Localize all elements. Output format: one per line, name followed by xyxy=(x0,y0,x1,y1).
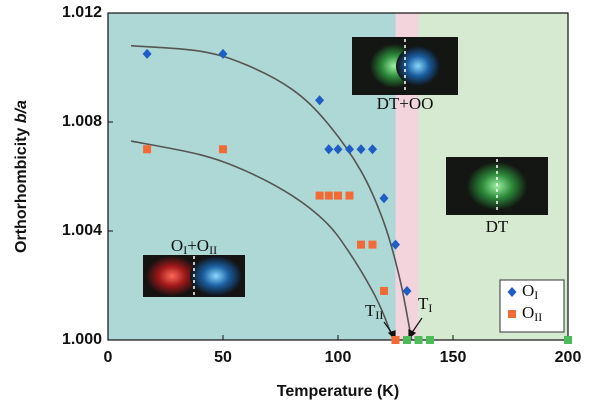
square-marker xyxy=(219,145,227,153)
x-axis-label: Temperature (K) xyxy=(277,383,399,400)
square-marker xyxy=(426,336,434,344)
inset-dt xyxy=(446,157,548,215)
x-tick-label: 150 xyxy=(440,349,467,366)
y-tick-label: 1.000 xyxy=(62,331,102,348)
square-marker xyxy=(143,145,151,153)
square-marker xyxy=(403,336,411,344)
square-marker xyxy=(380,287,388,295)
annotation: DT+OO xyxy=(377,94,434,113)
square-marker xyxy=(415,336,423,344)
y-tick-label: 1.008 xyxy=(62,113,102,130)
square-marker xyxy=(392,336,400,344)
square-marker xyxy=(316,192,324,200)
y-axis-label: Orthorhombicity b/a xyxy=(13,100,30,253)
y-tick-label: 1.012 xyxy=(62,4,102,21)
inset-dt-oo xyxy=(352,37,458,95)
x-tick-label: 100 xyxy=(325,349,352,366)
square-marker xyxy=(334,192,342,200)
y-tick-label: 1.004 xyxy=(62,222,102,239)
square-marker xyxy=(346,192,354,200)
annotation: DT xyxy=(486,217,509,236)
square-marker xyxy=(564,336,572,344)
square-marker xyxy=(357,241,365,249)
chart: 0 50 100 150 200 1.000 1.004 1.008 1.012 Temperat… xyxy=(0,0,602,411)
inset-oi-oii xyxy=(143,255,245,297)
x-tick-label: 0 xyxy=(104,349,113,366)
x-tick-label: 50 xyxy=(214,349,232,366)
square-marker xyxy=(508,310,516,318)
square-marker xyxy=(369,241,377,249)
x-tick-label: 200 xyxy=(555,349,582,366)
square-marker xyxy=(325,192,333,200)
